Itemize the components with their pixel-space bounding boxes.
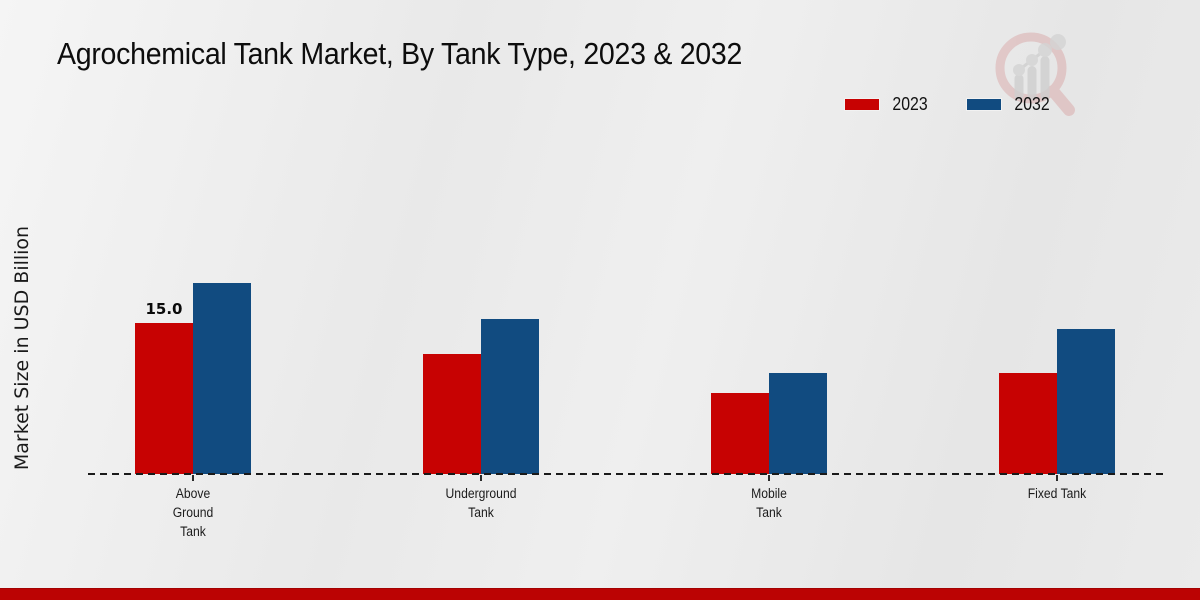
x-axis-label-mobile-tank: Mobile Tank [751,486,787,520]
bar-2023-underground-tank [423,354,481,474]
x-axis-label-fixed-tank: Fixed Tank [1027,486,1087,501]
bar-2023-above-ground-tank [135,323,193,474]
legend-2032-label: 2032 [1014,94,1050,114]
legend-2023-label: 2023 [892,94,928,114]
legend-item-2023: 2023 [844,94,930,115]
chart-title: Agrochemical Tank Market, By Tank Type, … [57,36,743,71]
footer-red-band [0,588,1200,600]
bar-2023-fixed-tank [999,373,1057,474]
x-axis-tick [192,475,194,481]
bar-2032-above-ground-tank [193,283,251,474]
legend: 2023 2032 [844,94,1052,115]
legend-2032-swatch [966,98,1003,111]
bar-value-label: 15.0 [145,300,183,318]
legend-2023-swatch [844,98,880,111]
bar-2032-fixed-tank [1057,329,1115,474]
x-axis-tick [1056,475,1058,481]
bar-2023-mobile-tank [711,393,769,474]
x-axis-tick [480,475,482,481]
x-axis-dashed-line [88,473,1164,475]
legend-item-2032: 2032 [966,94,1052,115]
x-axis-tick [768,475,770,481]
x-axis-label-above-ground-tank: Above Ground Tank [172,486,214,539]
bar-2032-mobile-tank [769,373,827,474]
x-axis-label-underground-tank: Underground Tank [445,486,517,520]
mrfr-logo-watermark-icon [995,32,1075,116]
bar-2032-underground-tank [481,319,539,474]
